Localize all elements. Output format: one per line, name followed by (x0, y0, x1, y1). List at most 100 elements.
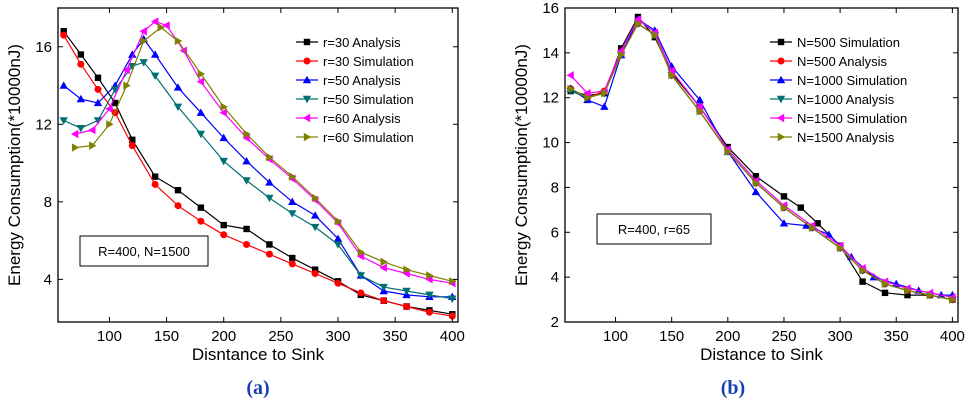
data-point (448, 312, 456, 320)
data-point (357, 289, 365, 297)
y-tick-label: 16 (542, 0, 559, 17)
x-tick-label: 200 (715, 328, 740, 345)
data-point (633, 15, 642, 24)
data-point (752, 173, 760, 180)
data-point (797, 204, 804, 211)
data-point (780, 203, 789, 212)
data-point (859, 278, 866, 285)
data-point (196, 77, 205, 86)
y-tick-label: 10 (542, 135, 559, 152)
y-tick-label: 8 (551, 179, 559, 196)
x-axis-title: Disntance to Sink (192, 345, 325, 364)
legend: N=500 Simulation N=500 Analysis N=1000 Sim… (770, 35, 907, 145)
data-point (139, 59, 148, 67)
legend-label: r=30 Analysis (323, 35, 401, 50)
data-point (356, 272, 366, 280)
data-point (174, 186, 182, 194)
series-1 (567, 13, 956, 303)
x-tick-label: 400 (940, 328, 965, 345)
data-point (724, 147, 733, 156)
data-point (402, 269, 410, 278)
legend-label: N=1000 Simulation (797, 73, 907, 88)
data-point (380, 297, 388, 305)
data-point (196, 108, 206, 116)
data-point (667, 66, 675, 75)
x-axis-title: Distance to Sink (700, 345, 823, 364)
x-tick-label: 100 (603, 328, 628, 345)
data-point (859, 266, 867, 275)
annotation-text: R=400, N=1500 (98, 244, 190, 259)
data-point (288, 197, 297, 206)
data-point (60, 31, 68, 39)
data-point (310, 211, 320, 219)
y-axis-title: Energy Consumption(*10000nJ) (512, 44, 531, 286)
y-tick-label: 6 (551, 224, 559, 241)
data-point (426, 271, 434, 280)
data-point (197, 217, 205, 225)
data-point (128, 142, 136, 150)
series-line (63, 61, 453, 300)
legend-label: r=60 Simulation (323, 130, 414, 145)
x-tick-label: 200 (211, 328, 236, 345)
data-point (448, 295, 457, 303)
data-point (219, 133, 228, 142)
series-line (570, 18, 953, 296)
data-point (173, 103, 183, 112)
annotation-text: R=400, r=65 (618, 222, 690, 237)
data-point (174, 202, 182, 210)
data-point (808, 223, 817, 232)
plot-frame (57, 7, 459, 323)
legend-label: r=60 Analysis (323, 111, 401, 126)
data-point (425, 308, 433, 316)
data-point (357, 248, 366, 257)
data-point (265, 194, 274, 203)
data-point (94, 74, 102, 81)
series-line (570, 18, 953, 298)
legend-marker (777, 132, 786, 142)
data-point (197, 204, 205, 211)
data-point (150, 72, 160, 81)
data-point (243, 129, 251, 139)
data-point (310, 223, 320, 232)
data-point (106, 120, 114, 129)
data-point (695, 95, 704, 104)
legend-marker (303, 38, 311, 46)
panel-a: 100 150 200 250 300 350 400 4 8 12 16 Disntance to … (5, 7, 465, 399)
data-point (379, 283, 388, 292)
x-tick-label: 250 (771, 328, 796, 345)
data-point (651, 30, 660, 40)
data-point (242, 156, 251, 165)
data-point (634, 19, 643, 28)
data-point (881, 289, 889, 297)
legend-label: N=1500 Simulation (797, 111, 907, 126)
annotation-box (79, 235, 209, 267)
series-5 (70, 17, 456, 288)
data-point (219, 108, 227, 117)
data-point (89, 141, 97, 150)
legend-label: N=1000 Analysis (797, 92, 895, 107)
data-point (814, 220, 821, 227)
legend-label: N=500 Analysis (797, 54, 887, 69)
data-point (566, 71, 574, 80)
data-point (162, 21, 170, 30)
data-point (601, 89, 609, 98)
data-point (668, 71, 676, 80)
data-point (356, 251, 365, 261)
data-point (265, 250, 273, 258)
data-point (128, 50, 137, 58)
data-point (288, 260, 296, 268)
data-point (93, 117, 103, 125)
y-tick-label: 12 (542, 90, 559, 107)
data-point (157, 23, 166, 32)
data-point (289, 172, 297, 181)
data-point (94, 85, 102, 93)
data-point (779, 219, 789, 227)
data-point (60, 28, 67, 35)
legend-marker (302, 113, 311, 123)
series-2 (567, 20, 956, 304)
legend-marker (303, 132, 312, 142)
panel-caption: (b) (721, 377, 745, 399)
data-point (122, 65, 130, 75)
data-point (802, 221, 811, 229)
